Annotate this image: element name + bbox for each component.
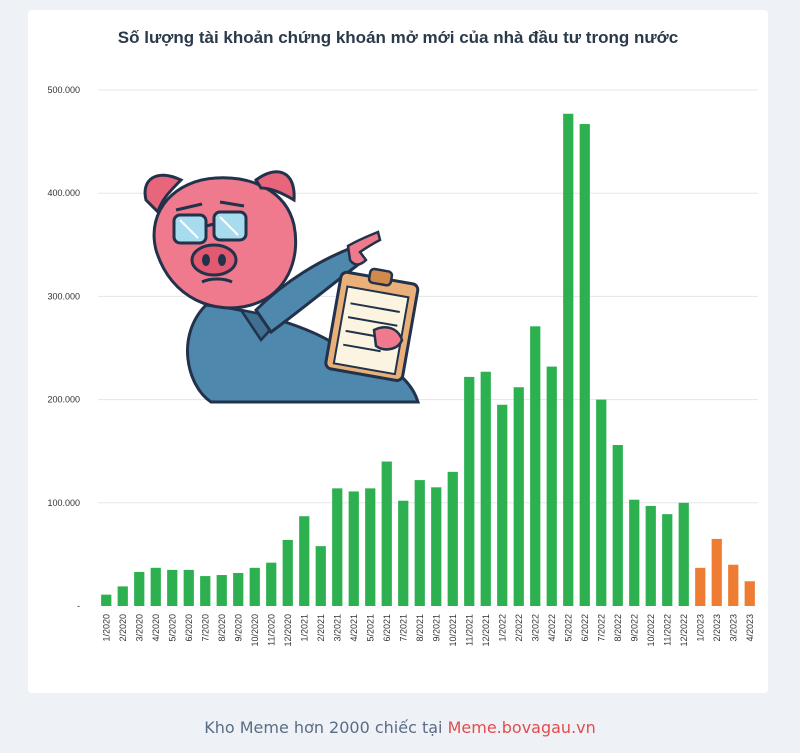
bar (200, 576, 211, 606)
x-tick-labels: 1/2020 2/2020 3/2020 4/2020 5/2020 6/2020 7/20… (101, 614, 755, 647)
x-tick-label: 10/2020 (250, 614, 260, 647)
x-tick-label: 9/2020 (233, 614, 243, 642)
x-tick-label: 12/2022 (679, 614, 689, 647)
bar (530, 326, 541, 606)
y-tick-label: 100.000 (47, 498, 80, 508)
x-tick-label: 4/2020 (151, 614, 161, 642)
y-tick-label: 500.000 (47, 85, 80, 95)
x-tick-label: 4/2023 (745, 614, 755, 642)
x-tick-label: 2/2023 (712, 614, 722, 642)
x-tick-label: 3/2021 (332, 614, 342, 642)
x-tick-label: 5/2022 (563, 614, 573, 642)
bar (563, 113, 574, 607)
x-tick-label: 11/2021 (464, 614, 474, 646)
bar (315, 546, 326, 606)
bar (134, 571, 145, 606)
x-tick-label: 2/2021 (316, 614, 326, 642)
y-tick-labels: - 100.000 200.000 300.000 400.000 500.000 (47, 85, 80, 611)
x-tick-label: 11/2020 (266, 614, 276, 646)
x-tick-label: 2/2020 (118, 614, 128, 642)
x-tick-label: 10/2021 (448, 614, 458, 647)
bar (117, 586, 128, 606)
bar (414, 480, 425, 606)
x-tick-label: 12/2020 (283, 614, 293, 647)
bar (596, 399, 607, 606)
y-tick-label: 400.000 (47, 188, 80, 198)
bar (398, 500, 409, 606)
x-tick-label: 10/2022 (646, 614, 656, 647)
x-tick-label: 6/2020 (184, 614, 194, 642)
footer-site-link[interactable]: Meme.bovagau.vn (447, 718, 596, 737)
bar (447, 471, 458, 606)
bar (381, 461, 392, 606)
bar (579, 124, 590, 606)
x-tick-label: 7/2020 (200, 614, 210, 642)
x-tick-label: 8/2022 (613, 614, 623, 642)
x-tick-label: 6/2021 (382, 614, 392, 642)
bar (299, 516, 310, 606)
x-tick-label: 1/2021 (299, 614, 309, 642)
bar (431, 487, 442, 606)
x-tick-label: 11/2022 (662, 614, 672, 646)
x-tick-label: 8/2020 (217, 614, 227, 642)
bar (662, 514, 673, 606)
x-tick-label: 8/2021 (415, 614, 425, 642)
bar (249, 567, 260, 606)
bar (365, 488, 376, 606)
x-tick-label: 3/2023 (728, 614, 738, 642)
footer-caption: Kho Meme hơn 2000 chiếc tại Meme.bovagau… (0, 718, 800, 737)
bar (513, 387, 524, 606)
footer-prefix: Kho Meme hơn 2000 chiếc tại (204, 718, 448, 737)
bar (150, 567, 161, 606)
x-tick-label: 5/2021 (365, 614, 375, 642)
x-tick-label: 12/2021 (481, 614, 491, 647)
chart-title: Số lượng tài khoản chứng khoán mở mới củ… (117, 28, 679, 47)
bar (645, 505, 656, 606)
bar (497, 404, 508, 606)
bar (348, 491, 359, 606)
bar (282, 539, 293, 606)
bars (101, 113, 755, 607)
x-tick-label: 5/2020 (167, 614, 177, 642)
bar (266, 562, 277, 606)
x-tick-label: 9/2021 (431, 614, 441, 642)
x-tick-label: 3/2022 (530, 614, 540, 642)
pig-pointing-clipboard-icon (143, 170, 421, 404)
x-tick-label: 1/2023 (695, 614, 705, 642)
x-tick-label: 7/2022 (596, 614, 606, 642)
y-tick-label: - (77, 601, 80, 611)
bar (332, 488, 343, 606)
x-tick-label: 7/2021 (398, 614, 408, 642)
bar (744, 581, 755, 606)
chart-card: - 100.000 200.000 300.000 400.000 500.000 1/2… (28, 10, 768, 693)
bar (233, 572, 244, 606)
bar (216, 575, 227, 606)
bar (612, 445, 623, 606)
x-tick-label: 9/2022 (629, 614, 639, 642)
bar (101, 594, 112, 606)
bar (728, 564, 739, 606)
bar (167, 569, 178, 606)
x-tick-label: 4/2021 (349, 614, 359, 642)
bar (464, 376, 475, 606)
bar (546, 366, 557, 606)
x-tick-label: 2/2022 (514, 614, 524, 642)
bar (695, 567, 706, 606)
y-tick-label: 200.000 (47, 395, 80, 405)
y-tick-label: 300.000 (47, 291, 80, 301)
bar (678, 502, 689, 606)
x-tick-label: 1/2020 (101, 614, 111, 642)
bar (183, 569, 194, 606)
x-tick-label: 3/2020 (134, 614, 144, 642)
x-tick-label: 4/2022 (547, 614, 557, 642)
x-tick-label: 6/2022 (580, 614, 590, 642)
x-tick-label: 1/2022 (497, 614, 507, 642)
bar (629, 499, 640, 606)
bar (480, 371, 491, 606)
bar (711, 538, 722, 606)
